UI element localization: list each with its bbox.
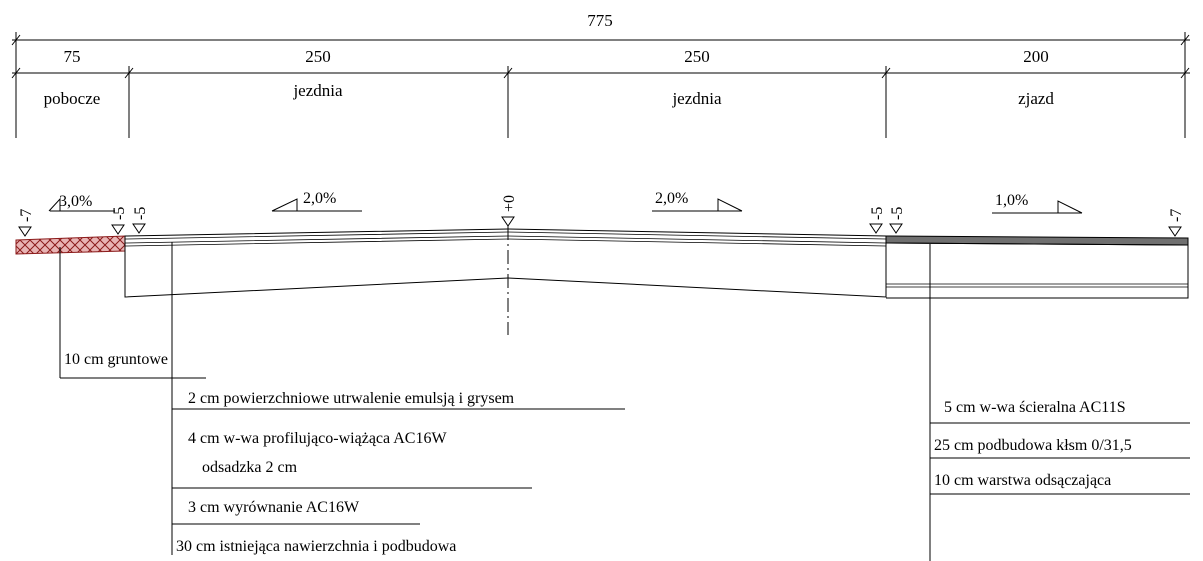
elevation-label: -7 xyxy=(18,209,35,222)
layer-label: 30 cm istniejąca nawierzchnia i podbudow… xyxy=(176,538,456,555)
section-lane-left-label: jezdnia xyxy=(292,81,343,100)
section-lane-right-label: jezdnia xyxy=(671,89,722,108)
width-driveway-label: 200 xyxy=(1023,47,1049,66)
driveway-layers xyxy=(885,235,1189,299)
width-shoulder-label: 75 xyxy=(64,47,81,66)
slope-shoulder-label: 3,0% xyxy=(59,193,92,210)
slope-driveway-label: 1,0% xyxy=(995,192,1028,209)
slope-shoulder-indicator xyxy=(48,197,115,212)
elevation-label: -7 xyxy=(1168,209,1185,222)
layer-label: odsadzka 2 cm xyxy=(202,459,298,476)
layer-label: 4 cm w-wa profilująco-wiążąca AC16W xyxy=(188,430,447,447)
layer-label: 10 cm warstwa odsączająca xyxy=(934,472,1111,489)
elevation-label: -5 xyxy=(132,207,149,220)
elevation-label: -5 xyxy=(869,207,886,220)
slope-lane-left-indicator xyxy=(271,198,362,212)
slope-lane-right-indicator xyxy=(652,198,743,212)
road-layers xyxy=(124,228,887,298)
layer-leader-lines xyxy=(59,242,1190,561)
layer-label: 5 cm w-wa ścieralna AC11S xyxy=(944,399,1126,416)
section-driveway-label: zjazd xyxy=(1018,89,1054,108)
width-lane-right-label: 250 xyxy=(684,47,710,66)
layer-label: 25 cm podbudowa kłsm 0/31,5 xyxy=(934,437,1132,454)
elevation-markers xyxy=(18,216,1182,237)
layer-label: 10 cm gruntowe xyxy=(64,351,168,368)
layer-label: 2 cm powierzchniowe utrwalenie emulsją i… xyxy=(188,390,515,407)
layer-label: 3 cm wyrównanie AC16W xyxy=(188,499,360,516)
elevation-label: -5 xyxy=(111,207,128,220)
elevation-label: +0 xyxy=(501,195,518,212)
slope-lane-left-label: 2,0% xyxy=(303,190,336,207)
shoulder-layer xyxy=(15,235,126,255)
elevation-label: -5 xyxy=(889,207,906,220)
dimension-lines xyxy=(11,32,1190,138)
slope-lane-right-label: 2,0% xyxy=(655,190,688,207)
slope-driveway-indicator xyxy=(992,200,1083,214)
total-width-label: 775 xyxy=(587,11,613,30)
section-shoulder-label: pobocze xyxy=(44,89,101,108)
width-lane-left-label: 250 xyxy=(305,47,331,66)
